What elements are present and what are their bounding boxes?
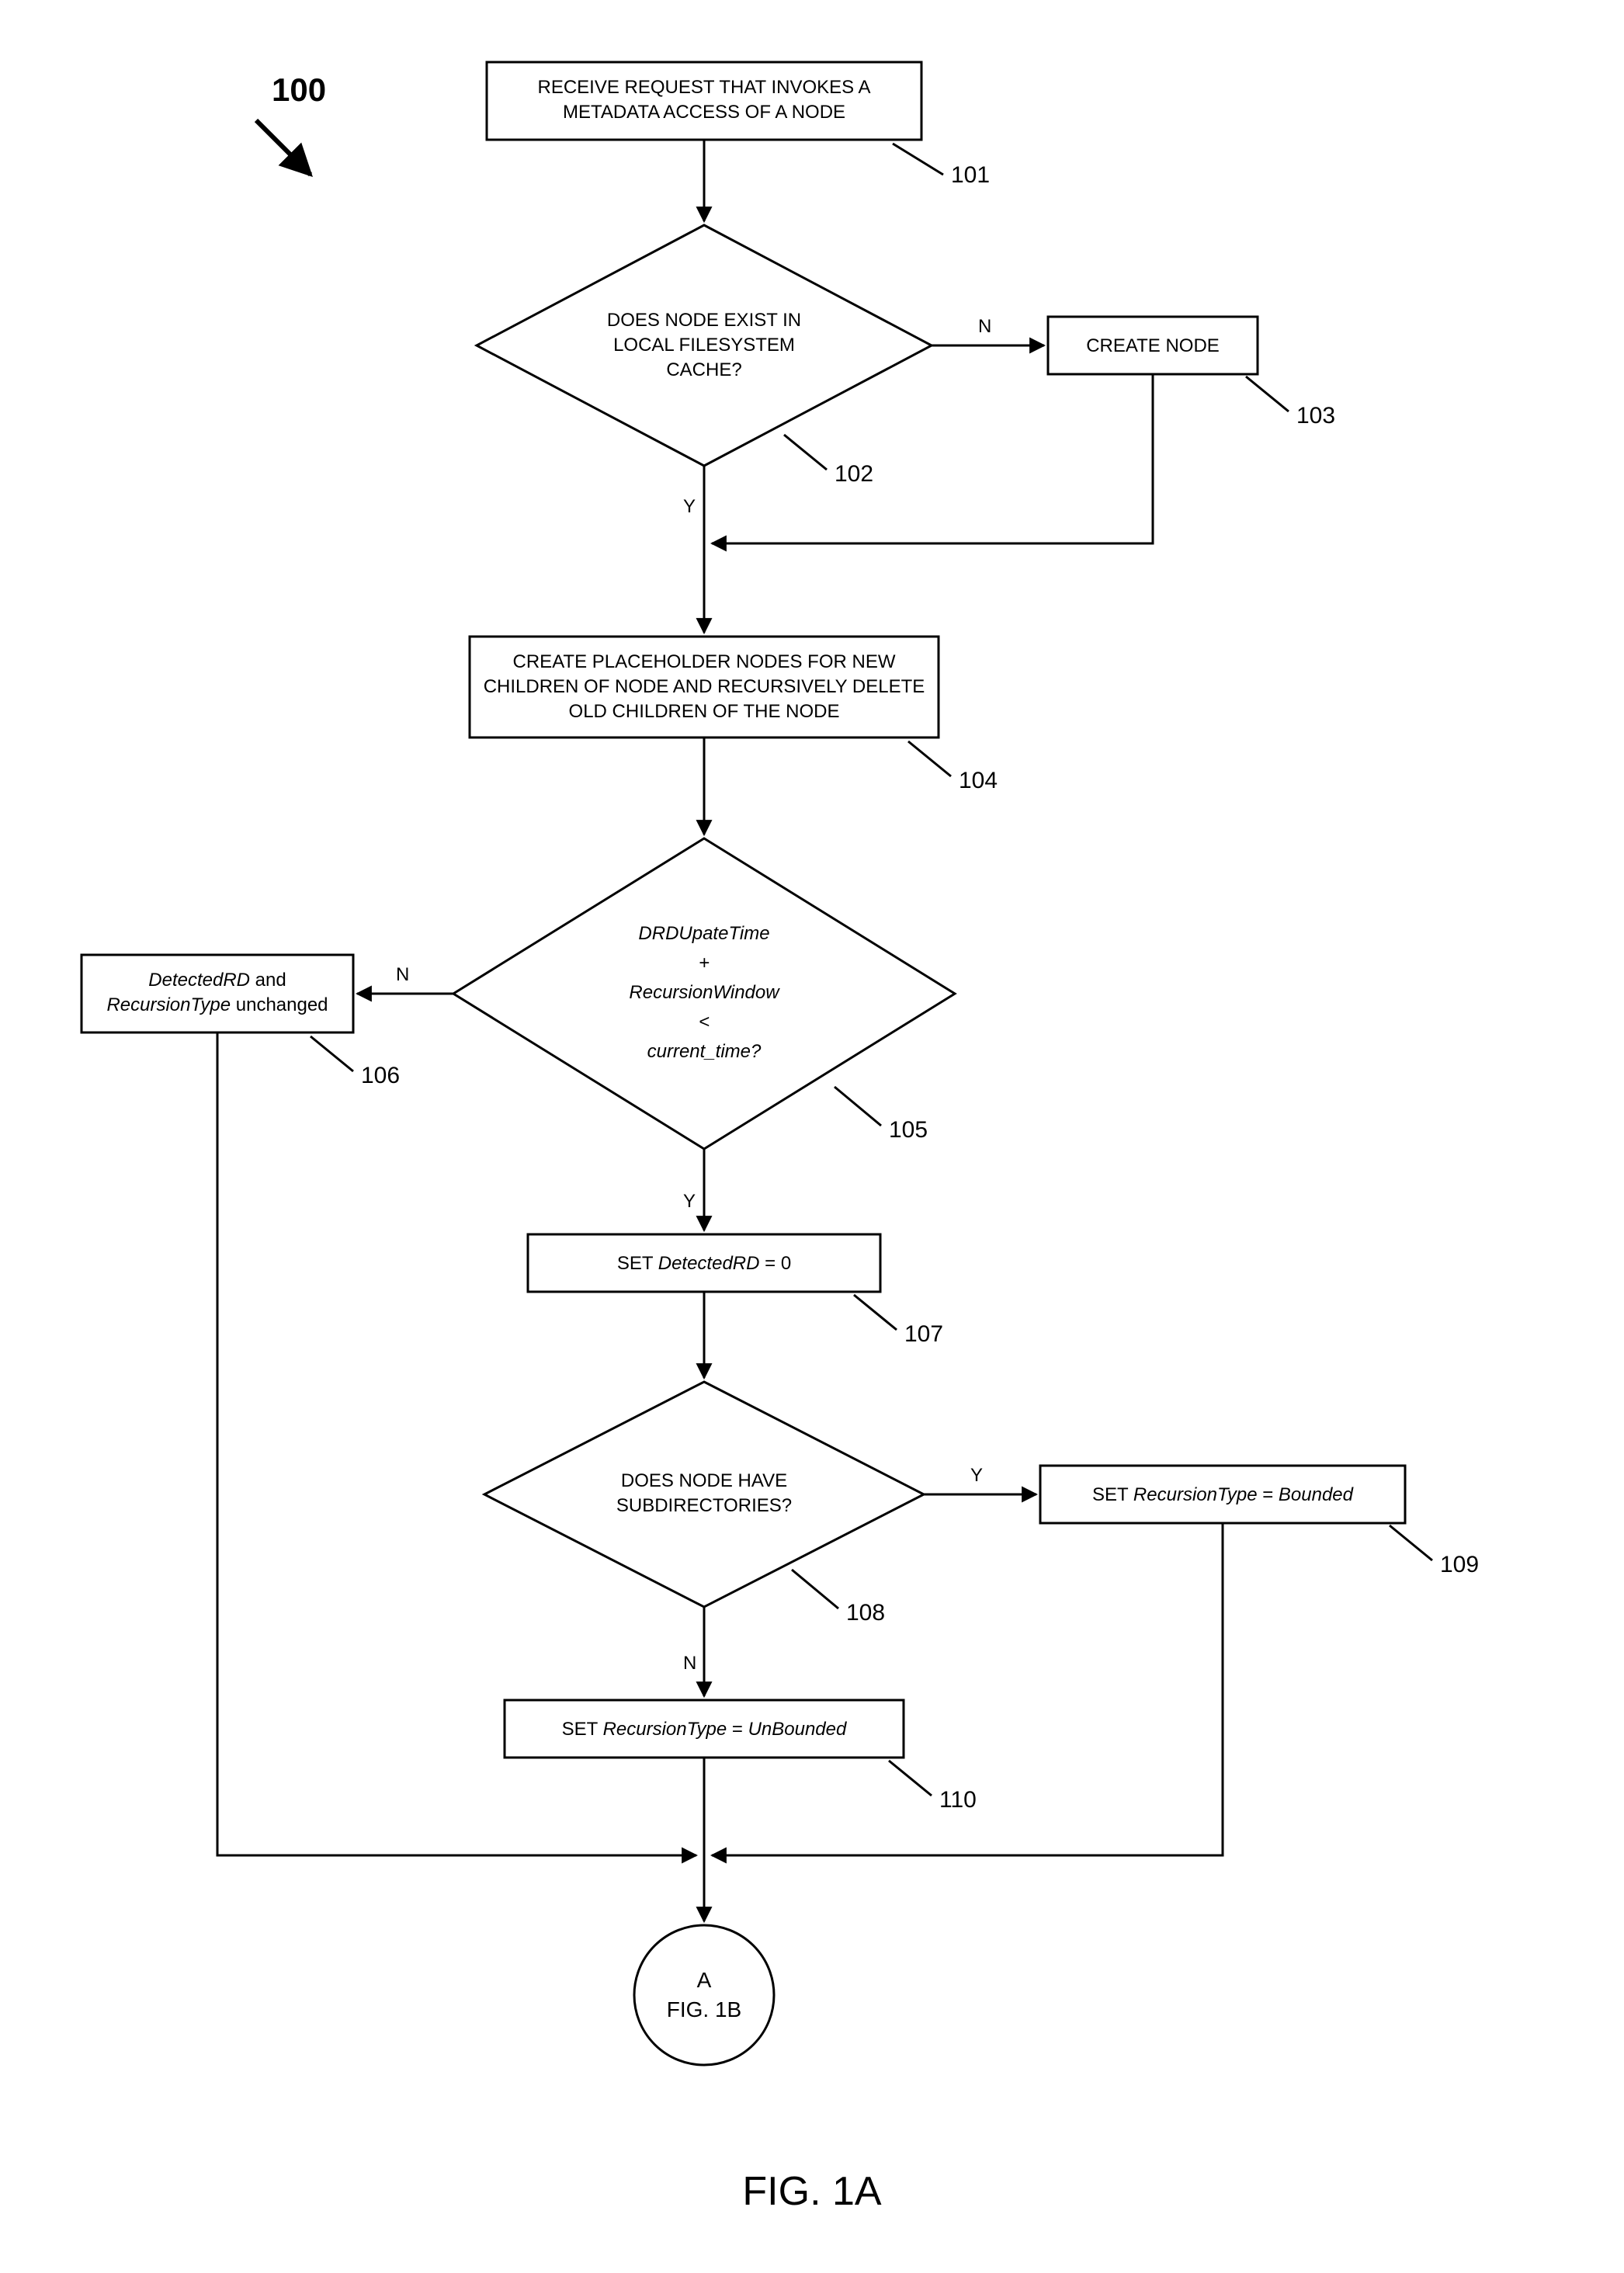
node-104-line1: CREATE PLACEHOLDER NODES FOR NEW [513,651,896,672]
node-108-line2: SUBDIRECTORIES? [616,1495,792,1516]
node-107-line1: SET DetectedRD = 0 [617,1253,791,1274]
ref-leader-103 [1246,377,1289,411]
node-105-line3: RecursionWindow [629,982,780,1003]
node-109-line1: SET RecursionType = Bounded [1092,1484,1354,1505]
node-102-line2: LOCAL FILESYSTEM [613,335,795,356]
ref-110: 110 [939,1787,977,1813]
flowchart-figure: 100 RECEIVE REQUEST THAT INVOKES A METAD… [0,0,1624,2273]
node-105-line2: + [699,953,710,973]
figure-ref-arrow [256,120,311,175]
connector-line2: FIG. 1B [667,1997,741,2021]
node-101-line2: METADATA ACCESS OF A NODE [563,102,845,123]
ref-leader-110 [889,1761,932,1796]
ref-107: 107 [904,1321,943,1347]
ref-108: 108 [846,1600,885,1626]
node-108-diamond [484,1382,924,1607]
edge-108-n-label: N [683,1653,696,1674]
ref-109: 109 [1440,1552,1479,1577]
edge-103-merge [712,374,1153,543]
edge-105-n-label: N [396,964,409,985]
edge-102-103-label: N [978,316,991,337]
node-102-line3: CACHE? [666,359,741,380]
node-101-line1: RECEIVE REQUEST THAT INVOKES A [537,77,870,98]
ref-106: 106 [361,1063,400,1088]
node-103-line1: CREATE NODE [1086,335,1220,356]
node-105-line1: DRDUpateTime [638,923,769,944]
node-108-line1: DOES NODE HAVE [621,1470,787,1491]
connector-line1: A [697,1968,712,1992]
ref-101: 101 [951,162,990,188]
edge-102-y-label: Y [683,496,696,517]
figure-title: FIG. 1A [742,2169,881,2214]
node-105-line4: < [699,1012,710,1032]
node-106-box [82,955,353,1032]
node-105-line5: current_time? [647,1041,762,1062]
ref-103: 103 [1296,403,1335,429]
node-106-line1: DetectedRD and [148,970,286,991]
node-101-box [487,62,921,140]
edge-105-y-label: Y [683,1191,696,1212]
node-104-line3: OLD CHILDREN OF THE NODE [569,701,840,722]
ref-105: 105 [889,1117,928,1143]
ref-leader-107 [854,1295,897,1330]
ref-leader-109 [1390,1525,1432,1560]
node-106-line2: RecursionType unchanged [106,994,328,1015]
ref-leader-102 [784,435,827,470]
edge-108-y-label: Y [970,1465,983,1486]
node-102-line1: DOES NODE EXIST IN [607,310,801,331]
ref-102: 102 [835,461,873,487]
figure-ref-100: 100 [272,71,326,108]
ref-leader-106 [311,1036,353,1071]
ref-leader-108 [792,1570,838,1608]
ref-leader-101 [893,144,943,175]
ref-leader-105 [835,1087,881,1126]
connector-circle [634,1925,774,2065]
node-104-line2: CHILDREN OF NODE AND RECURSIVELY DELETE [484,676,925,697]
ref-leader-104 [908,741,951,776]
node-110-line1: SET RecursionType = UnBounded [562,1719,847,1740]
ref-104: 104 [959,768,998,793]
